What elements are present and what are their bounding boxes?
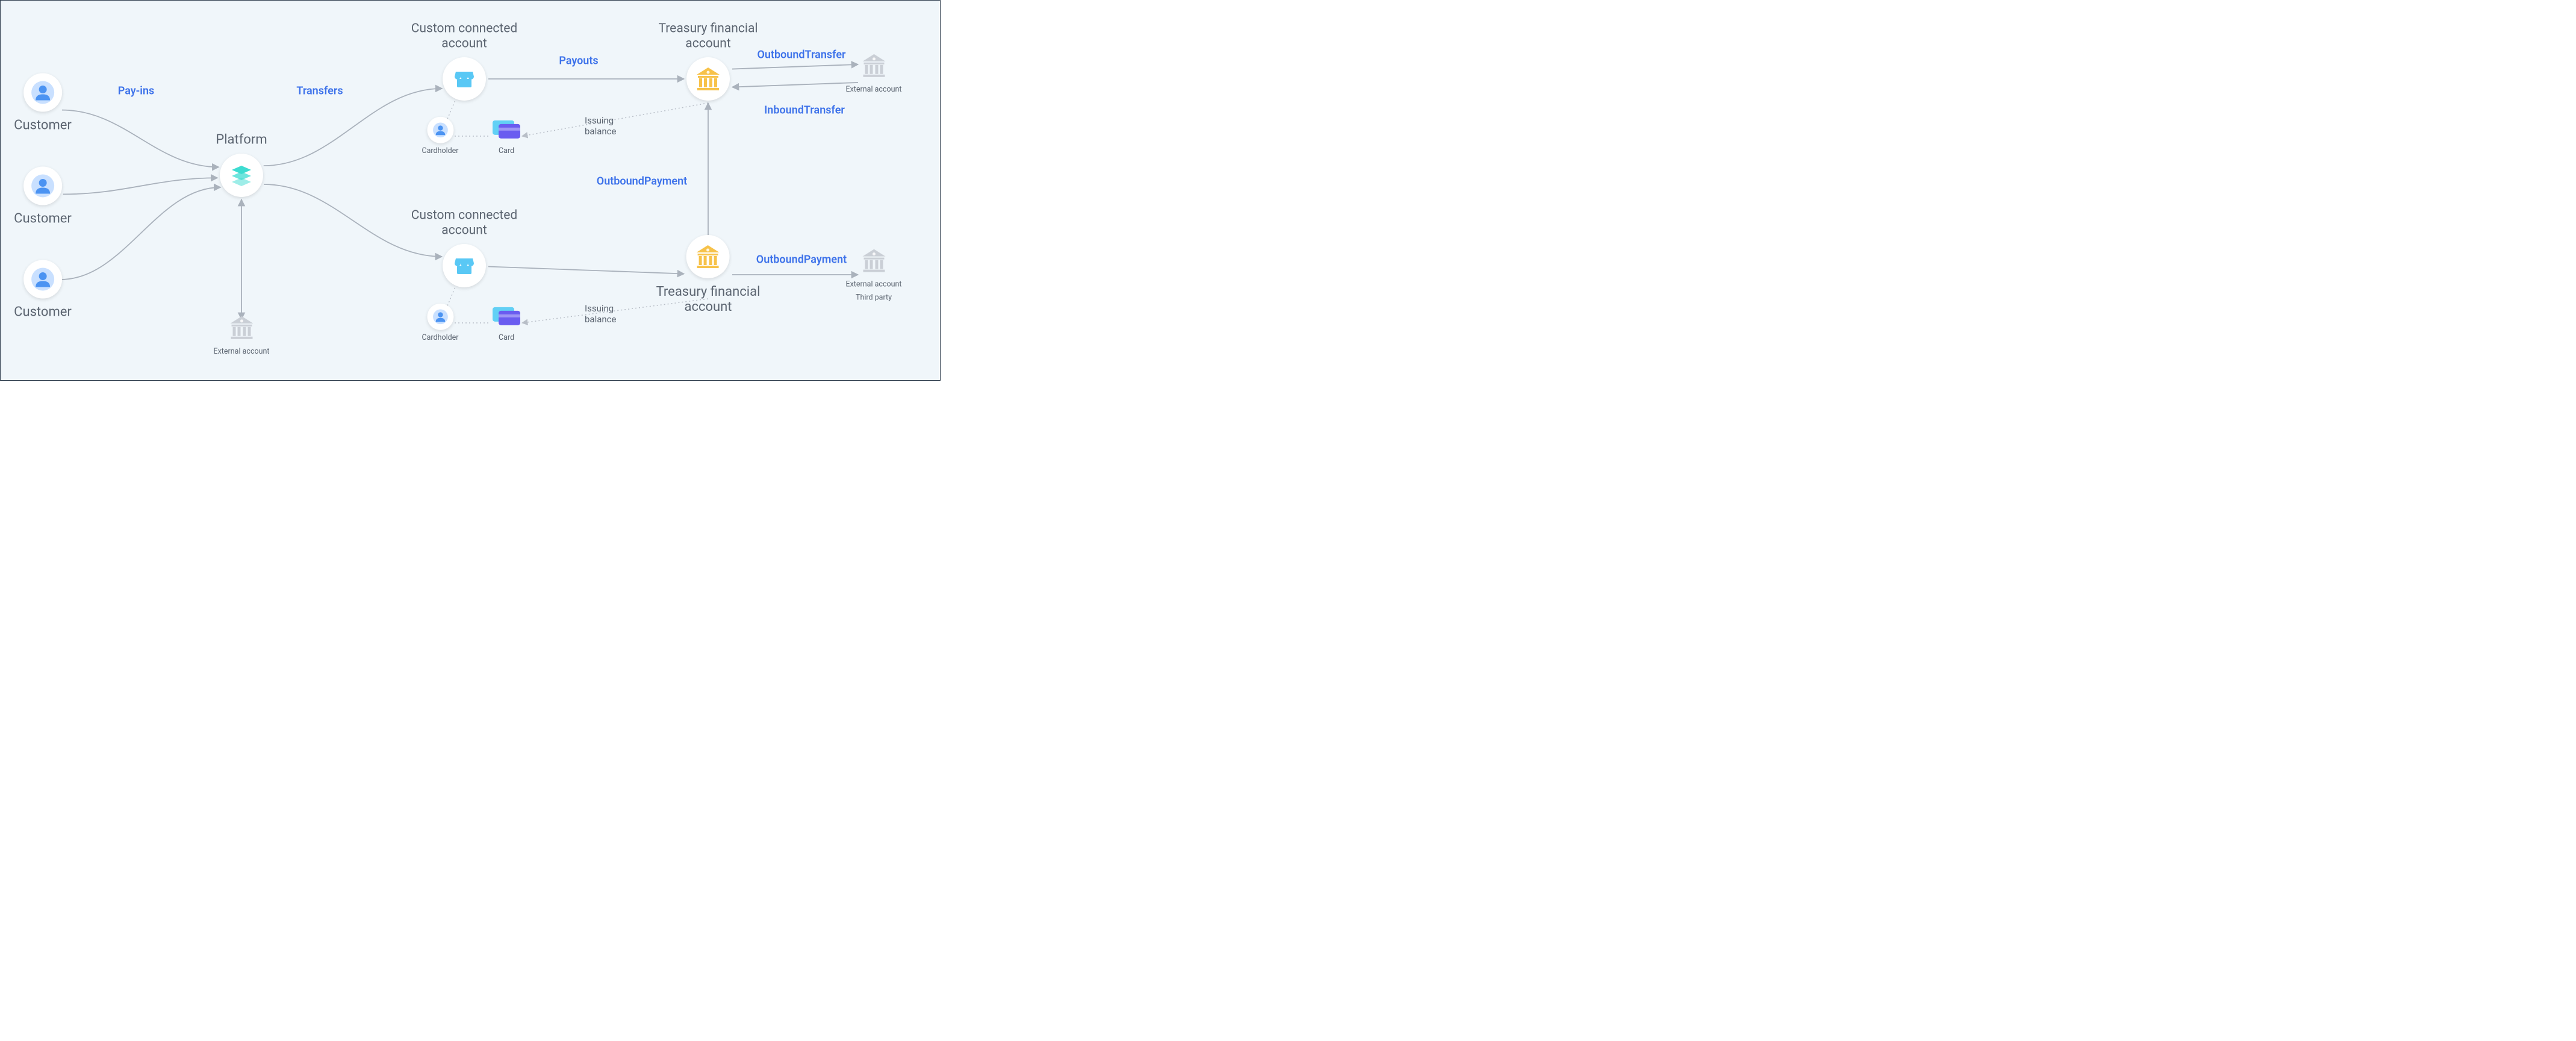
customer-icon <box>23 73 62 112</box>
edge-label-outbound_payment: OutboundPayment <box>756 254 847 266</box>
node-label: Cardholder <box>422 334 458 342</box>
node-label: Customer <box>14 118 72 133</box>
customer-icon <box>23 167 62 205</box>
node-label: External account <box>846 281 902 289</box>
node-label: Treasury financialaccount <box>656 284 761 314</box>
node-header: Treasury financialaccount <box>659 22 758 52</box>
edge-cca2-tfa2 <box>488 266 684 274</box>
card-icon <box>491 117 521 143</box>
edge-label-pay_ins: Pay-ins <box>118 85 155 98</box>
node-ext1: External account <box>846 52 902 94</box>
node-ch1: Cardholder <box>422 117 458 155</box>
node-header: Custom connectedaccount <box>411 208 518 239</box>
edge-tfa1-ext1 <box>732 64 858 69</box>
node-cust2: Customer <box>14 167 72 227</box>
edge-label-outbound_transfer: OutboundTransfer <box>757 49 845 61</box>
edge-label-transfers: Transfers <box>296 85 343 98</box>
node-label: Cardholder <box>422 147 458 155</box>
node-label: External account <box>846 86 902 94</box>
static-label-issuing_balance: Issuingbalance <box>585 303 616 325</box>
node-ext2: External account Third party <box>846 247 902 303</box>
node-card1: Card <box>491 117 521 155</box>
edge-label-outbound_payment: OutboundPayment <box>597 175 687 188</box>
diagram-canvas: Customer Customer Customer Platform Exte… <box>0 0 941 381</box>
node-header: Custom connectedaccount <box>411 22 518 52</box>
bank_gray_small-icon <box>228 314 255 344</box>
node-label: Customer <box>14 211 72 227</box>
node-header: Platform <box>216 133 267 148</box>
node-card2: Card <box>491 304 521 342</box>
node-tfa2: Treasury financialaccount <box>656 235 761 314</box>
node-label: External account <box>214 348 270 356</box>
node-platform <box>220 154 263 197</box>
edge-label-inbound_transfer: InboundTransfer <box>764 104 845 117</box>
edge-cust1-platform <box>62 110 219 167</box>
store-icon <box>443 57 486 101</box>
node-tfa1 <box>686 57 730 101</box>
node-cust3: Customer <box>14 260 72 320</box>
edge-ext1-tfa1 <box>732 83 858 87</box>
store-icon <box>443 244 486 287</box>
node-label: Customer <box>14 305 72 320</box>
static-label-issuing_balance: Issuingbalance <box>585 115 616 137</box>
card-icon <box>491 304 521 330</box>
bank_gray_small-icon <box>860 247 888 277</box>
bank_yellow-icon <box>686 57 730 101</box>
node-label: Card <box>499 147 514 155</box>
node-ch2: Cardholder <box>422 304 458 342</box>
customer-icon <box>23 260 62 299</box>
node-ext_platform: External account <box>214 314 270 356</box>
node-label: Card <box>499 334 514 342</box>
node-cca2 <box>443 244 486 287</box>
cardholder-icon <box>427 304 453 330</box>
cardholder-icon <box>427 117 453 143</box>
node-cca1 <box>443 57 486 101</box>
platform-icon <box>220 154 263 197</box>
edge-cust2-platform <box>63 178 217 194</box>
edge-label-payouts: Payouts <box>559 55 598 67</box>
node-extra-label: Third party <box>856 294 892 302</box>
bank_yellow-icon <box>686 235 730 278</box>
node-cust1: Customer <box>14 73 72 133</box>
edge-platform-cca1 <box>264 89 443 166</box>
bank_gray_small-icon <box>860 52 888 82</box>
edge-cust3-platform <box>60 187 220 280</box>
